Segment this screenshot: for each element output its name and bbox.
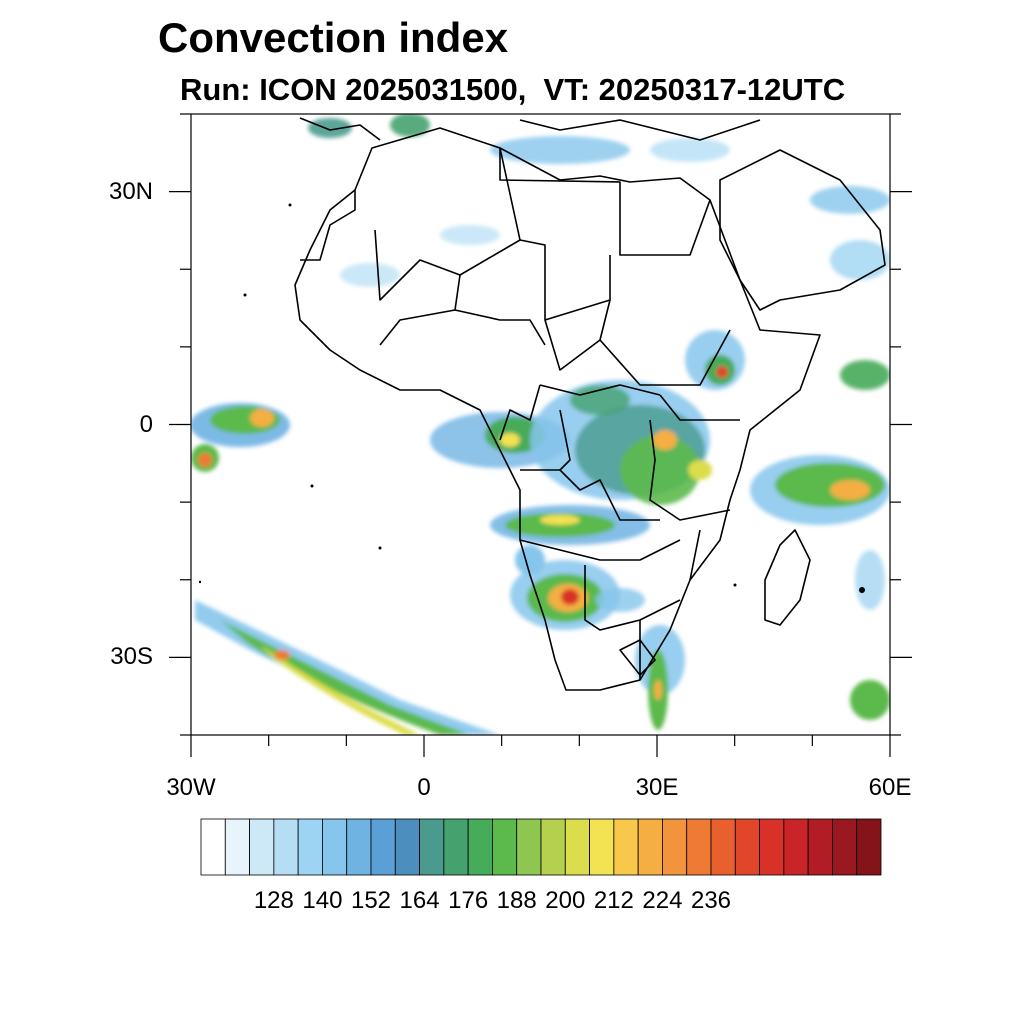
colorbar-swatch	[759, 818, 785, 876]
colorbar-swatch	[200, 818, 226, 876]
colorbar-swatch	[710, 818, 736, 876]
colorbar-label: 128	[253, 887, 294, 914]
colorbar	[200, 818, 882, 876]
colorbar-label: 188	[496, 887, 537, 914]
colorbar-swatch	[297, 818, 323, 876]
colorbar-swatch	[589, 818, 615, 876]
islands	[198, 203, 865, 593]
convection-field	[191, 114, 890, 735]
lat-label: 0	[139, 410, 153, 438]
colorbar-swatch	[394, 818, 420, 876]
colorbar-label: 224	[642, 887, 683, 914]
lon-label: 30E	[635, 774, 679, 801]
axis-ticks	[169, 113, 912, 757]
colorbar-swatch	[249, 818, 275, 876]
colorbar-swatch	[443, 818, 469, 876]
colorbar-swatch	[467, 818, 493, 876]
colorbar-swatch	[516, 818, 542, 876]
map-panel	[191, 114, 890, 735]
colorbar-swatch	[224, 818, 250, 876]
colorbar-label: 164	[399, 887, 440, 914]
colorbar-swatch	[686, 818, 712, 876]
map-title: Convection index	[158, 14, 509, 61]
colorbar-swatch	[807, 818, 833, 876]
colorbar-label: 212	[593, 887, 634, 914]
colorbar-swatch	[637, 818, 663, 876]
colorbar-label: 200	[545, 887, 586, 914]
colorbar-swatch	[832, 818, 858, 876]
map-subtitle: Run: ICON 2025031500, VT: 20250317-12UTC	[180, 72, 846, 107]
lon-label: 30W	[166, 774, 216, 801]
colorbar-swatch	[564, 818, 590, 876]
colorbar-label: 236	[690, 887, 732, 914]
colorbar-label: 152	[350, 887, 392, 914]
colorbar-swatch	[322, 818, 348, 876]
colorbar-swatch	[492, 818, 518, 876]
coastlines	[294, 117, 886, 691]
colorbar-swatch	[613, 818, 639, 876]
colorbar-swatch	[783, 818, 809, 876]
colorbar-swatch	[734, 818, 760, 876]
colorbar-swatch	[540, 818, 566, 876]
colorbar-swatch	[662, 818, 688, 876]
colorbar-swatch	[273, 818, 299, 876]
lat-label: 30N	[108, 177, 153, 205]
colorbar-swatch	[370, 818, 396, 876]
colorbar-label: 176	[448, 887, 489, 914]
lon-label: 0	[417, 774, 431, 801]
colorbar-swatch	[346, 818, 372, 876]
lat-label: 30S	[110, 643, 153, 671]
colorbar-label: 140	[302, 887, 343, 914]
colorbar-swatch	[419, 818, 445, 876]
lon-label: 60E	[868, 774, 912, 801]
colorbar-swatch	[856, 818, 882, 876]
